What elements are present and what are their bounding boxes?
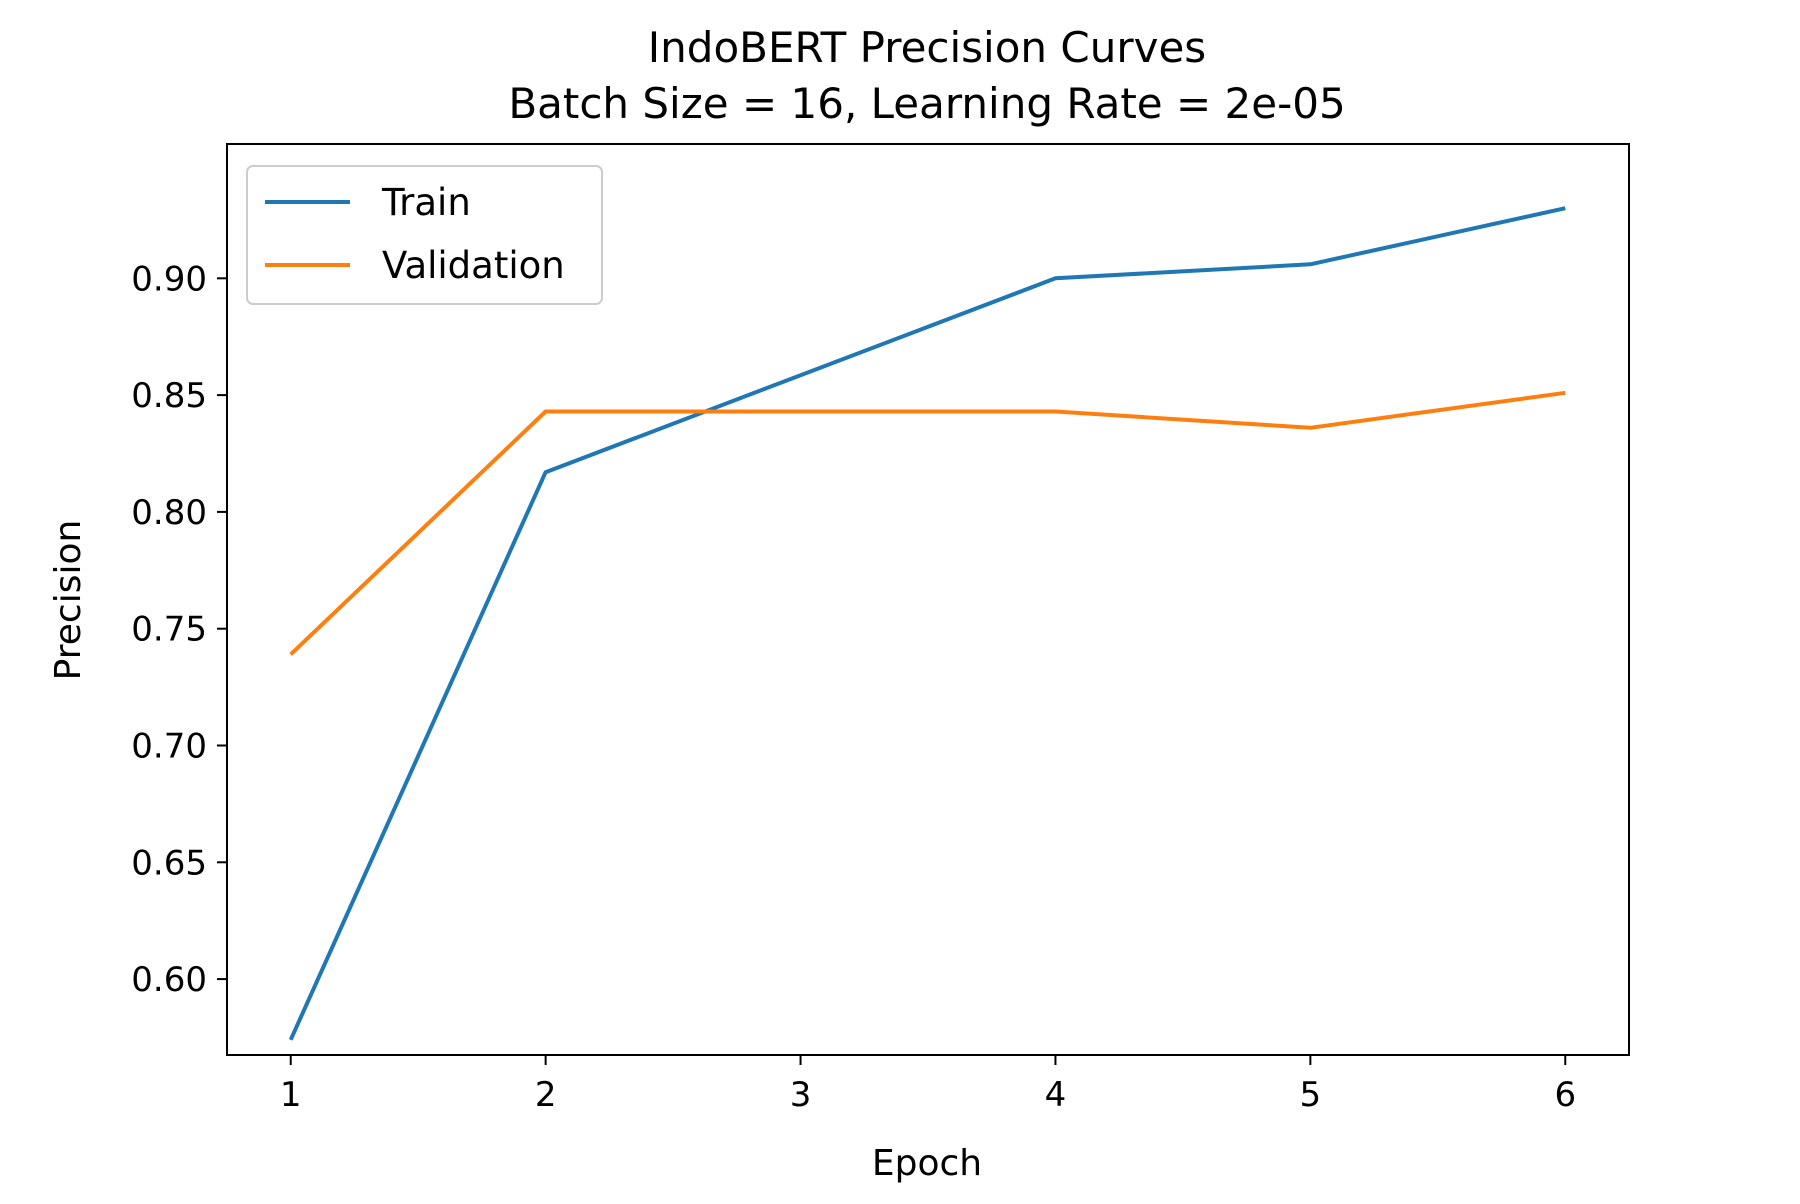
chart-title: IndoBERT Precision Curves xyxy=(648,23,1206,72)
legend-label-train: Train xyxy=(381,181,471,224)
y-tick-label: 0.75 xyxy=(131,610,207,650)
legend-label-validation: Validation xyxy=(382,244,565,287)
series-layer xyxy=(288,206,1566,1041)
y-tick-label: 0.65 xyxy=(131,843,207,883)
y-axis: 0.60 0.65 0.70 0.75 0.80 0.85 0.90 xyxy=(131,259,227,1000)
y-tick-label: 0.90 xyxy=(131,259,207,299)
x-tick-label: 4 xyxy=(1045,1075,1067,1115)
y-tick-label: 0.80 xyxy=(131,493,207,533)
series-line-train xyxy=(288,206,1566,1041)
x-tick-label: 3 xyxy=(790,1075,812,1115)
series-line-validation xyxy=(289,390,1566,656)
x-tick-label: 6 xyxy=(1554,1075,1576,1115)
x-tick-label: 5 xyxy=(1300,1075,1322,1115)
plot-frame xyxy=(226,143,1630,1056)
y-axis-label: Precision xyxy=(48,520,89,681)
chart-subtitle: Batch Size = 16, Learning Rate = 2e-05 xyxy=(508,79,1345,128)
y-tick-label: 0.70 xyxy=(131,726,207,766)
y-tick-label: 0.85 xyxy=(131,376,207,416)
x-axis-label: Epoch xyxy=(872,1143,982,1184)
y-tick-label: 0.60 xyxy=(131,960,207,1000)
x-axis: 1 2 3 4 5 6 xyxy=(280,1055,1576,1115)
x-tick-label: 2 xyxy=(535,1075,557,1115)
legend: Train Validation xyxy=(246,165,603,305)
x-tick-label: 1 xyxy=(280,1075,302,1115)
